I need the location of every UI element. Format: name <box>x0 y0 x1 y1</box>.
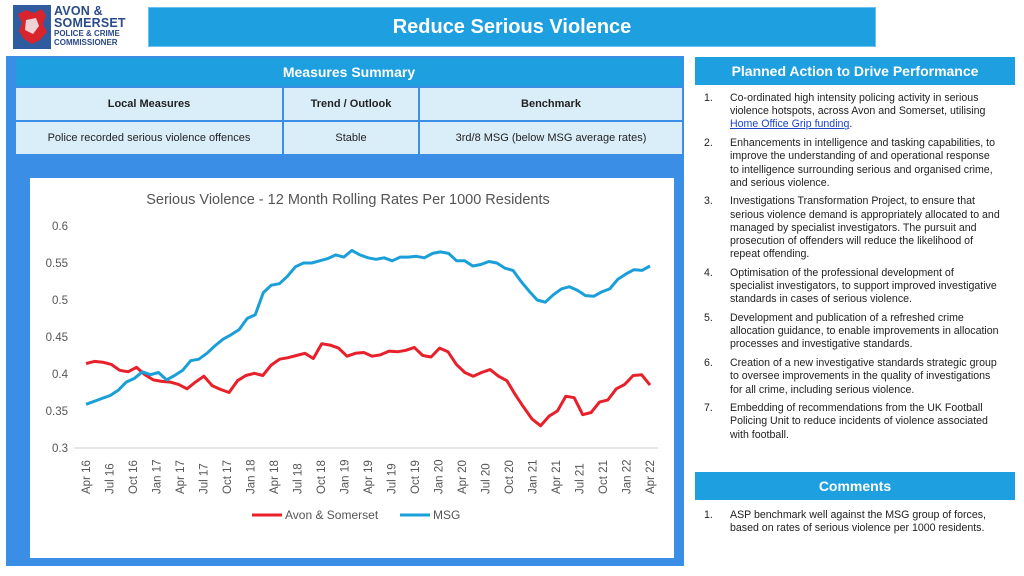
y-tick-label: 0.6 <box>52 221 68 233</box>
comment-item-number: 1. <box>704 509 713 521</box>
x-tick-label: Jul 19 <box>387 463 399 494</box>
planned-action-item-number: 6. <box>704 357 713 370</box>
planned-action-item: 2. Enhancements in intelligence and taski… <box>704 137 1000 190</box>
table-row: Police recorded serious violence offence… <box>16 122 682 154</box>
planned-action-item: 6. Creation of a new investigative standa… <box>704 357 1000 397</box>
planned-action-item-text: . <box>849 118 853 131</box>
measures-summary-header: Measures Summary <box>16 58 682 86</box>
x-tick-label: Jul 16 <box>105 463 117 494</box>
x-tick-label: Jan 19 <box>340 459 352 494</box>
planned-action-item-number: 5. <box>704 312 713 325</box>
planned-action-item-number: 4. <box>704 266 713 279</box>
chart-title: Serious Violence - 12 Month Rolling Rate… <box>146 192 550 208</box>
x-tick-label: Apr 18 <box>269 460 281 494</box>
grip-funding-link[interactable]: Home Office Grip funding <box>730 118 850 131</box>
x-tick-label: Jan 20 <box>434 459 446 494</box>
x-tick-label: Jul 18 <box>293 463 305 494</box>
column-header: Local Measures <box>16 88 284 120</box>
planned-action-item-text: Embedding of recommendations from the UK… <box>730 402 988 441</box>
planned-action-item-text: Development and publication of a refresh… <box>730 312 999 351</box>
table-cell: Stable <box>284 122 420 154</box>
x-tick-label: Jul 20 <box>481 463 493 494</box>
legend-label: MSG <box>433 508 460 522</box>
logo-text: AVON & SOMERSET POLICE & CRIME COMMISSIO… <box>54 5 144 47</box>
planned-action-item-text: Investigations Transformation Project, t… <box>730 195 1000 261</box>
logo-line: POLICE & CRIME <box>54 29 120 38</box>
comments-header: Comments <box>695 472 1015 500</box>
logo-line: SOMERSET <box>54 16 126 30</box>
planned-action-item-text: Creation of a new investigative standard… <box>730 357 997 396</box>
serious-violence-chart: Serious Violence - 12 Month Rolling Rate… <box>30 178 674 558</box>
measures-panel: Measures Summary Local Measures Trend / … <box>6 56 684 566</box>
legend-label: Avon & Somerset <box>285 508 379 522</box>
comment-item-text: ASP benchmark well against the MSG group… <box>730 509 986 535</box>
table-cell: Police recorded serious violence offence… <box>16 122 284 154</box>
series-line-avon-somerset <box>85 342 652 428</box>
chart-svg: Serious Violence - 12 Month Rolling Rate… <box>46 192 658 522</box>
y-tick-label: 0.5 <box>52 295 68 307</box>
x-tick-label: Jul 17 <box>199 463 211 494</box>
pcc-logo: AVON & SOMERSET POLICE & CRIME COMMISSIO… <box>12 4 142 52</box>
y-tick-label: 0.45 <box>46 332 68 344</box>
planned-action-list: 1. Co-ordinated high intensity policing a… <box>704 92 1000 447</box>
planned-action-item: 4. Optimisation of the professional devel… <box>704 267 1000 307</box>
y-tick-label: 0.3 <box>52 443 68 455</box>
x-tick-label: Oct 17 <box>222 460 234 494</box>
table-header-row: Local Measures Trend / Outlook Benchmark <box>16 88 682 120</box>
comments-list: 1. ASP benchmark well against the MSG gro… <box>704 509 1000 541</box>
planned-action-header: Planned Action to Drive Performance <box>695 57 1015 85</box>
x-tick-label: Oct 19 <box>410 460 422 494</box>
planned-action-item-number: 7. <box>704 402 713 415</box>
series-line-msg <box>85 248 651 406</box>
planned-action-item: 1. Co-ordinated high intensity policing a… <box>704 92 1000 132</box>
planned-action-item-number: 3. <box>704 195 713 208</box>
column-header: Benchmark <box>521 98 581 110</box>
x-tick-label: Oct 16 <box>128 460 140 494</box>
x-tick-label: Oct 20 <box>504 460 516 494</box>
x-tick-label: Apr 16 <box>81 460 93 494</box>
comment-item: 1. ASP benchmark well against the MSG gro… <box>704 509 1000 535</box>
x-tick-label: Apr 20 <box>457 460 469 494</box>
logo-line: AVON & <box>54 4 103 18</box>
page-title: Reduce Serious Violence <box>392 15 632 38</box>
planned-action-item-number: 1. <box>704 92 713 104</box>
x-tick-label: Jan 21 <box>528 459 540 494</box>
x-tick-label: Jul 21 <box>575 463 587 494</box>
column-header: Trend / Outlook <box>284 88 420 120</box>
planned-action-item: 7. Embedding of recommendations from the … <box>704 402 1000 442</box>
y-tick-label: 0.55 <box>46 258 68 270</box>
x-tick-label: Oct 21 <box>598 460 610 494</box>
x-tick-label: Jan 18 <box>246 459 258 494</box>
y-tick-label: 0.35 <box>46 406 68 418</box>
x-tick-label: Apr 19 <box>363 460 375 494</box>
planned-action-item: 5. Development and publication of a refre… <box>704 312 1000 352</box>
x-tick-label: Apr 22 <box>645 460 657 494</box>
x-tick-label: Oct 18 <box>316 460 328 494</box>
x-tick-label: Jan 17 <box>152 459 164 494</box>
planned-action-item-number: 2. <box>704 137 713 150</box>
table-cell: 3rd/8 MSG (below MSG average rates) <box>455 132 647 144</box>
x-tick-label: Apr 17 <box>175 460 187 494</box>
shield-logo-icon <box>13 5 51 49</box>
logo-line: COMMISSIONER <box>54 38 118 47</box>
measures-table: Local Measures Trend / Outlook Benchmark… <box>16 88 682 154</box>
planned-action-item-text: Enhancements in intelligence and tasking… <box>730 137 996 189</box>
planned-action-item: 3. Investigations Transformation Project,… <box>704 195 1000 261</box>
planned-action-item-text: Optimisation of the professional develop… <box>730 266 997 306</box>
planned-action-item-text: Co-ordinated high intensity policing act… <box>730 92 986 118</box>
y-tick-label: 0.4 <box>52 369 69 381</box>
x-tick-label: Apr 21 <box>551 460 563 494</box>
page-title-bar: Reduce Serious Violence <box>148 7 876 47</box>
x-tick-label: Jan 22 <box>622 459 634 494</box>
